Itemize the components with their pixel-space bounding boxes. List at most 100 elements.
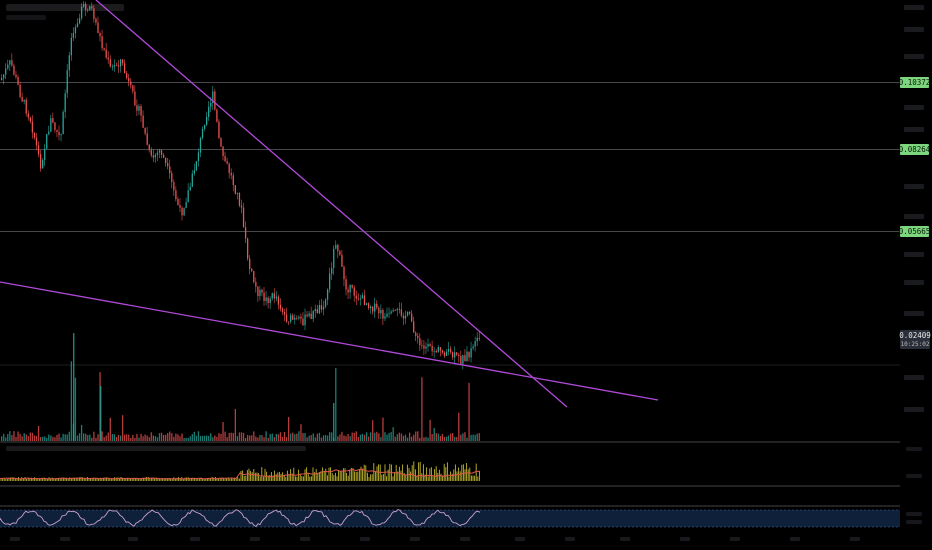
volume-bar [429,419,431,441]
volume-bar [314,437,316,441]
candle-body [429,344,431,346]
time-tick-label [680,537,690,541]
candle-body [288,321,290,323]
candle-body [31,121,34,133]
candle-body [318,305,321,314]
volume-bar [15,436,17,441]
volume-bar [68,431,70,441]
volume-bar [470,434,472,441]
candle-body [152,155,154,158]
volume-bar [292,432,294,441]
volume-bar [312,433,314,441]
price-tick-label [904,280,924,285]
candle-body [11,60,13,66]
volume-bar [300,424,302,441]
candle-body [134,91,136,106]
trendline-lower[interactable] [0,281,659,401]
candle-body [445,351,448,356]
candle-body [144,127,146,134]
volume-bar [181,433,183,441]
price-tick-label [904,184,924,189]
candle-body [142,115,144,128]
volume-bar [195,435,198,441]
volume-bar [216,436,218,441]
volume-bar [3,433,5,441]
volume-bar [261,435,263,441]
candle-body [376,303,378,308]
candle-body [138,106,140,111]
volume-bar [406,437,409,441]
candle-body [146,133,148,145]
volume-bar [437,433,439,441]
time-tick-label [460,537,470,541]
candle-body [437,347,439,353]
candle-body [7,64,9,69]
candle-body [37,145,40,155]
candle-body [435,350,437,353]
volume-bar [417,431,419,441]
volume-bar [244,437,247,441]
volume-bar [427,437,429,441]
time-tick-label [620,537,630,541]
volume-bar [392,427,394,441]
time-tick-label [10,537,20,541]
candle-body [232,175,234,186]
candle-body [23,99,25,102]
candle-body [171,173,173,183]
volume-bar [255,436,257,441]
candle-body [431,345,433,352]
volume-bar [44,436,46,441]
candle-body [39,154,42,169]
candle-body [1,78,3,80]
volume-bar [9,431,11,441]
candle-body [285,314,288,322]
volume-bar [425,436,427,441]
volume-bar [378,433,380,441]
candle-body [197,152,200,162]
volume-bar [206,435,208,441]
candle-body [113,65,116,67]
price-tick-label [904,311,924,316]
trendline-upper[interactable] [95,0,568,408]
candle-body [195,161,198,171]
candle-body [42,159,44,169]
price-axis[interactable] [904,5,924,524]
volume-bar [398,432,400,441]
volume-bar [384,432,386,441]
candle-body [191,173,193,187]
volume-bar [265,431,267,441]
volume-bars [1,333,480,441]
volume-bar [197,431,200,441]
candle-body [173,182,175,191]
candle-body [103,48,105,50]
volume-bar [54,437,56,441]
volume-bar [253,431,255,441]
candle-body [359,298,362,300]
volume-bar [156,437,159,441]
volume-bar [222,422,224,441]
volume-bar [29,432,31,441]
candle-body [468,351,470,358]
volume-bar [433,428,435,441]
candle-body [117,65,120,67]
candle-body [44,148,46,160]
price-tick-label [904,127,924,132]
level-tag-2-box [900,144,929,155]
time-axis[interactable] [10,537,860,541]
volume-bar [201,435,204,441]
last-price-label: 0.02409 [899,331,931,340]
volume-bar [150,432,152,441]
candle-body [33,132,36,138]
volume-bar [476,433,478,441]
volume-bar [306,437,308,441]
price-tick-label [904,105,924,110]
candle-body [470,348,472,358]
candle-body [326,289,329,300]
volume-bar [35,435,38,441]
volume-bar [388,433,390,441]
candle-body [306,314,308,317]
candle-body [35,137,38,146]
candle-body [322,306,325,310]
volume-bar [351,432,353,441]
